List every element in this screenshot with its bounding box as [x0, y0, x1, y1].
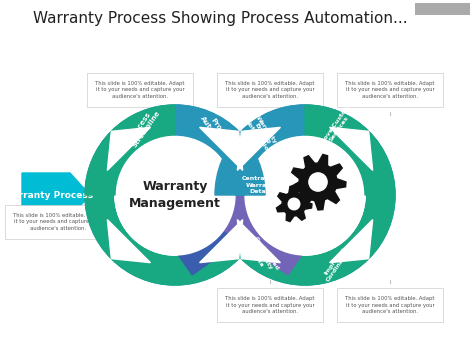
- Text: This slide is 100% editable. Adapt
it to your needs and capture your
audience's : This slide is 100% editable. Adapt it to…: [345, 296, 435, 314]
- Text: Centralized
Warranty
Data: Centralized Warranty Data: [244, 235, 280, 278]
- Text: Warranty Process: Warranty Process: [3, 191, 93, 200]
- Text: Process
Streamline: Process Streamline: [126, 105, 161, 149]
- Circle shape: [245, 135, 365, 255]
- Wedge shape: [215, 195, 395, 285]
- Text: Centralized
Warranty
Details: Centralized Warranty Details: [242, 176, 282, 194]
- Wedge shape: [85, 195, 265, 285]
- Text: Improves
Cordination: Improves Cordination: [320, 243, 353, 283]
- Wedge shape: [305, 105, 395, 195]
- FancyBboxPatch shape: [0, 0, 474, 35]
- Wedge shape: [85, 105, 175, 195]
- Circle shape: [215, 105, 395, 285]
- Polygon shape: [237, 127, 281, 170]
- Polygon shape: [107, 220, 150, 263]
- Polygon shape: [276, 186, 312, 222]
- Text: Warranty
Ending
Notification: Warranty Ending Notification: [243, 112, 281, 155]
- Text: This slide is 100% editable. Adapt
it to your needs and capture your
audience's : This slide is 100% editable. Adapt it to…: [225, 81, 315, 99]
- Circle shape: [115, 135, 235, 255]
- FancyBboxPatch shape: [0, 35, 474, 355]
- Polygon shape: [148, 115, 331, 275]
- Polygon shape: [107, 127, 150, 170]
- Text: Warranty Process Showing Process Automation...: Warranty Process Showing Process Automat…: [33, 11, 407, 26]
- Wedge shape: [245, 195, 365, 255]
- Polygon shape: [148, 115, 331, 275]
- Polygon shape: [237, 220, 281, 263]
- Wedge shape: [175, 105, 265, 195]
- Text: Improve Customer
Services: Improve Customer Services: [314, 97, 360, 157]
- Polygon shape: [329, 220, 373, 263]
- Text: Get
Competitive
Advantage: Get Competitive Advantage: [191, 198, 233, 216]
- Circle shape: [245, 135, 365, 255]
- Circle shape: [115, 135, 235, 255]
- Circle shape: [288, 198, 300, 210]
- Wedge shape: [115, 195, 235, 255]
- Circle shape: [85, 105, 265, 285]
- Polygon shape: [291, 154, 346, 210]
- Wedge shape: [215, 105, 305, 195]
- Circle shape: [309, 173, 327, 191]
- Polygon shape: [200, 220, 243, 263]
- Text: This slide is 100% editable. Adapt
it to your needs and capture your
audience's : This slide is 100% editable. Adapt it to…: [225, 296, 315, 314]
- Text: This slide is 100% editable. Adapt
it to your needs and capture your
audience's : This slide is 100% editable. Adapt it to…: [345, 81, 435, 99]
- Text: This slide is 100% editable. Adapt
it to your needs and capture your
audience's : This slide is 100% editable. Adapt it to…: [13, 213, 103, 231]
- Polygon shape: [329, 127, 373, 170]
- Text: Warranty
Management: Warranty Management: [129, 180, 221, 210]
- Text: Process
Automation: Process Automation: [200, 111, 237, 156]
- Polygon shape: [200, 127, 243, 170]
- FancyBboxPatch shape: [415, 3, 470, 15]
- Polygon shape: [22, 173, 90, 217]
- Text: This slide is 100% editable. Adapt
it to your needs and capture your
audience's : This slide is 100% editable. Adapt it to…: [95, 81, 185, 99]
